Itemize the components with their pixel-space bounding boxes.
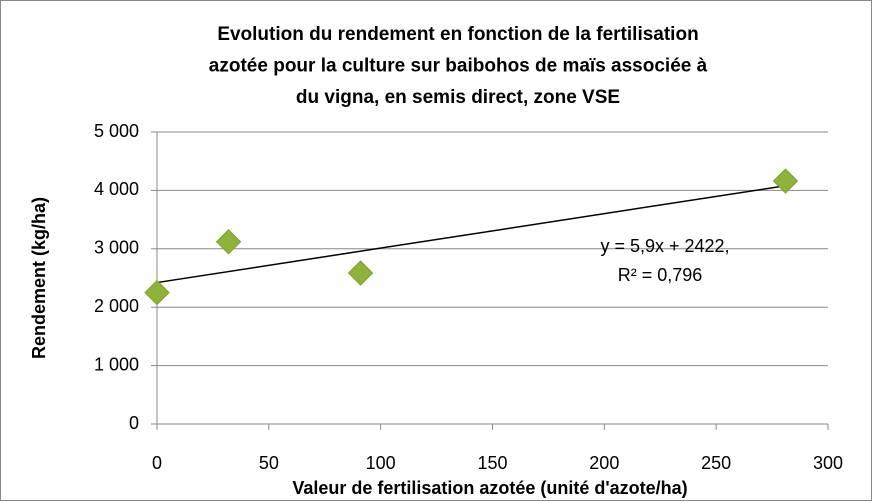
chart-title: du vigna, en semis direct, zone VSE: [296, 87, 620, 108]
x-tick-label: 200: [589, 453, 619, 473]
x-tick-label: 300: [813, 453, 843, 473]
y-tick-label: 2 000: [94, 296, 139, 316]
y-tick-label: 0: [129, 413, 139, 433]
data-point: [772, 168, 799, 194]
y-tick-label: 3 000: [94, 238, 139, 258]
y-tick-label: 1 000: [94, 354, 139, 374]
chart-title: Evolution du rendement en fonction de la…: [217, 24, 698, 45]
x-axis-label: Valeur de fertilisation azotée (unité d'…: [292, 478, 687, 498]
y-tick-label: 4 000: [94, 179, 139, 199]
trendline-label: R² = 0,796: [618, 265, 703, 285]
chart-title: azotée pour la culture sur baibohos de m…: [209, 56, 708, 77]
data-point: [347, 260, 374, 286]
x-tick-label: 150: [477, 453, 507, 473]
data-point: [215, 229, 242, 255]
y-tick-label: 5 000: [94, 121, 139, 141]
trendline: [156, 184, 786, 284]
trendline-label: y = 5,9x + 2422,: [600, 236, 729, 256]
x-tick-label: 100: [366, 453, 396, 473]
x-tick-label: 250: [701, 453, 731, 473]
x-tick-label: 50: [259, 453, 279, 473]
data-point: [144, 279, 170, 306]
x-tick-label: 0: [152, 453, 162, 473]
y-axis-label: Rendement (kg/ha): [29, 197, 49, 359]
